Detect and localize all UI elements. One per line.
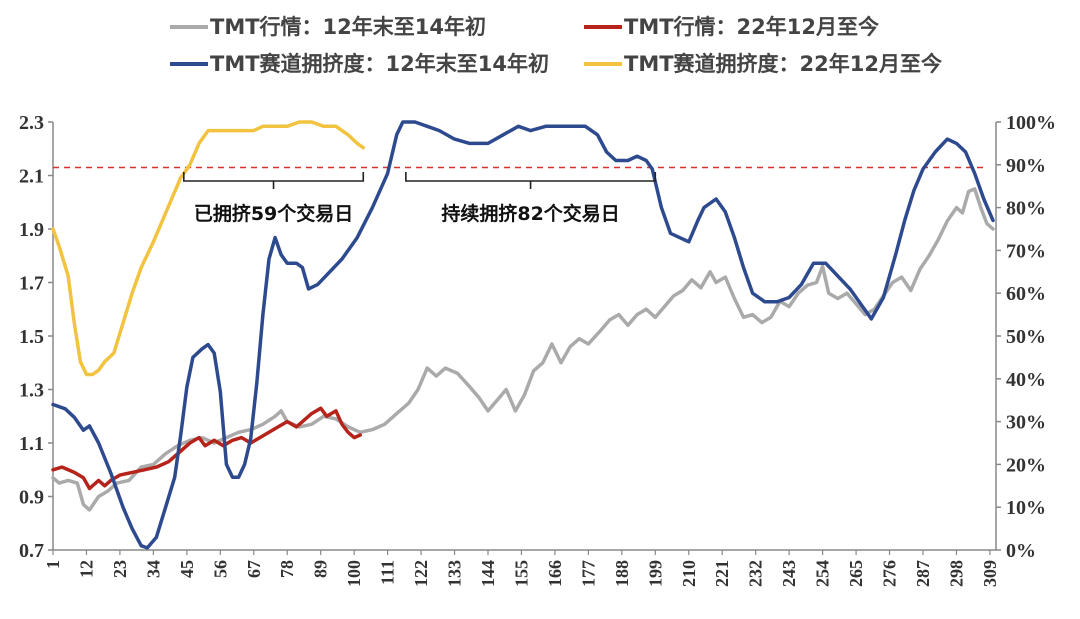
tick-label: 56 — [210, 560, 230, 578]
tick-label: 122 — [411, 560, 431, 587]
tick-label: 210 — [679, 560, 699, 587]
series-line — [51, 120, 995, 550]
tick-label: 287 — [913, 560, 933, 587]
tick-label: 0.9 — [19, 487, 44, 509]
right-axis-ticks: 0% 10% 20% 30% 40% 50% 60% 70% 80% 90% 100% — [996, 112, 1056, 562]
tick-label: 100 — [344, 560, 364, 587]
annotation-label: 已拥挤59个交易日 — [194, 202, 353, 225]
tick-label: 20% — [1006, 454, 1046, 476]
series-line — [51, 120, 366, 377]
tick-label: 2.1 — [19, 166, 44, 188]
tick-label: 232 — [746, 560, 766, 587]
tick-label: 10% — [1006, 497, 1046, 519]
tick-label: 80% — [1006, 198, 1046, 220]
tick-label: 1 — [43, 560, 63, 569]
tick-label: 1.3 — [19, 380, 44, 402]
legend-label: TMT赛道拥挤度：22年12月至今 — [624, 52, 942, 76]
tick-label: 144 — [478, 560, 498, 587]
legend: TMT行情：12年末至14年初 TMT行情：22年12月至今 TMT赛道拥挤度：… — [170, 15, 942, 76]
tick-label: 0.7 — [19, 540, 44, 562]
tick-label: 177 — [578, 560, 598, 587]
tick-label: 70% — [1006, 240, 1046, 262]
annotation-label: 持续拥挤82个交易日 — [441, 202, 619, 225]
series-layer — [51, 120, 995, 550]
tick-label: 90% — [1006, 155, 1046, 177]
legend-item: TMT赛道拥挤度：12年末至14年初 — [170, 52, 549, 76]
series-line — [51, 406, 362, 491]
tick-label: 265 — [846, 560, 866, 587]
tick-label: 133 — [445, 560, 465, 587]
tick-label: 298 — [946, 560, 966, 587]
legend-item: TMT行情：22年12月至今 — [584, 15, 879, 39]
tick-label: 1.5 — [19, 326, 44, 348]
legend-item: TMT赛道拥挤度：22年12月至今 — [584, 52, 942, 76]
annotations: 已拥挤59个交易日 持续拥挤82个交易日 — [183, 172, 657, 225]
annotation-bracket — [405, 172, 657, 182]
tick-label: 34 — [143, 560, 163, 578]
tick-label: 100% — [1006, 112, 1056, 134]
legend-label: TMT赛道拥挤度：12年末至14年初 — [210, 52, 549, 76]
legend-item: TMT行情：12年末至14年初 — [170, 15, 486, 39]
tick-label: 78 — [277, 560, 297, 578]
tick-label: 309 — [980, 560, 1000, 587]
series-line — [51, 187, 995, 512]
tick-label: 276 — [880, 560, 900, 587]
axes — [52, 122, 997, 551]
tick-label: 40% — [1006, 369, 1046, 391]
tick-label: 1.9 — [19, 219, 44, 241]
tick-label: 1.7 — [19, 273, 44, 295]
tick-label: 166 — [545, 560, 565, 587]
tick-label: 12 — [76, 560, 96, 578]
tick-label: 30% — [1006, 412, 1046, 434]
tick-label: 254 — [813, 560, 833, 587]
tick-label: 60% — [1006, 283, 1046, 305]
tick-label: 199 — [645, 560, 665, 587]
tick-label: 188 — [612, 560, 632, 587]
legend-label: TMT行情：22年12月至今 — [624, 15, 879, 39]
tick-label: 221 — [712, 560, 732, 587]
tick-label: 50% — [1006, 326, 1046, 348]
tick-label: 111 — [378, 560, 398, 585]
tick-label: 243 — [779, 560, 799, 587]
tick-label: 2.3 — [19, 112, 44, 134]
tick-label: 45 — [177, 560, 197, 578]
annotation-bracket — [183, 172, 365, 182]
tick-label: 89 — [311, 560, 331, 578]
x-axis-ticks: 1 12 23 34 45 56 67 78 89 100 111 122 133 144 155 166 17… — [43, 550, 1000, 587]
tick-label: 1.1 — [19, 433, 44, 455]
legend-label: TMT行情：12年末至14年初 — [210, 15, 486, 39]
tick-label: 23 — [110, 560, 130, 578]
left-axis-ticks: 0.7 0.9 1.1 1.3 1.5 1.7 1.9 2.1 2.3 — [19, 112, 53, 562]
tick-label: 0% — [1006, 540, 1036, 562]
tick-label: 67 — [244, 560, 264, 578]
tick-label: 155 — [511, 560, 531, 587]
